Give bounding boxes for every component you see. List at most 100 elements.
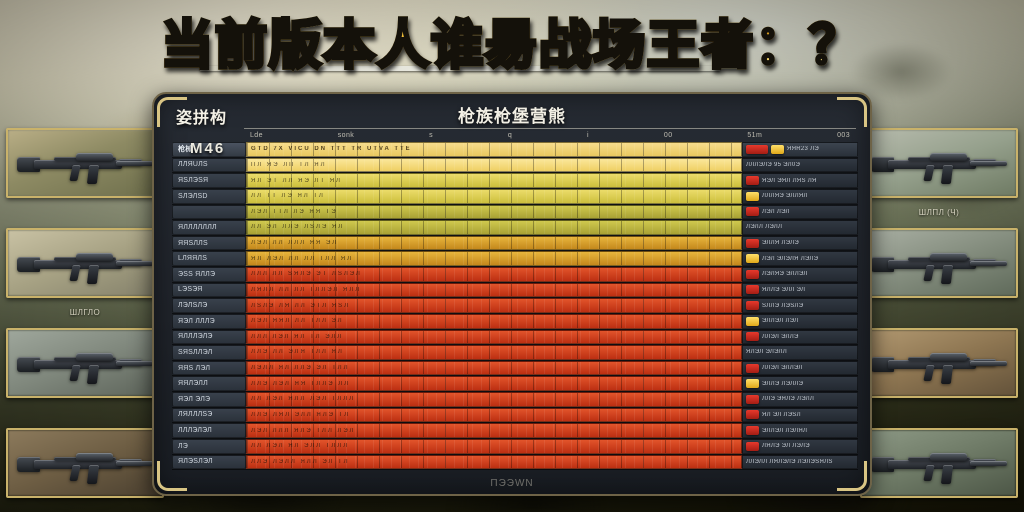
corner-bracket-top-left-icon [157,97,187,127]
weapon-thumbnail-right-2[interactable] [860,228,1018,298]
stat-bar-values: ЛЛ ЛЭЛ ЯЛЛ ЛЭЛ ТЛЛЛ [251,396,356,403]
row-weapon-name: ЯЭЛ ЛЛЛЭ [172,313,246,329]
status-badge-yel [746,254,759,264]
row-notes-cell: ЛЛЛЭЛЭ 95 ЭЛ0Э [742,157,858,173]
row-notes-text: ЭЛЛЭ ЛЭЛЛЭ [762,380,804,387]
axis-tick-5: 00 [663,132,673,139]
table-row[interactable]: ЛЯЛЛЛSЭ ЛЛЭ ЛЯЛ ЭЛЛ ЯЛЭ ТЛ ЯЛ ЭЛ ЛЭSЛ [172,407,858,424]
row-stat-bar: GTD 7X VICU DN TTT TR UTVA TTE [246,142,742,157]
status-badge-yel [746,379,759,389]
row-notes-cell: ЯЛЛЭ ЭЛЛ ЭЛ [742,282,858,298]
row-notes-cell: ЭЛЛЭЛ ЛЭЛ [742,313,858,329]
thumbnail-caption-right-4 [860,508,1018,512]
row-stat-bar: ЛЛЭ ЛЛ ЭЛЯ ТЛЛ ЯЛ [246,345,742,360]
row-notes-cell: ЛЭЛ ЛЭЛ [742,204,858,220]
table-row[interactable]: ЛЭ ЛЛ ЛЭЛ ЯЛ ЭЛЛ ТЛЛЛ ЛЯЛЭ ЭЛ ЛЭЛЭ [172,438,858,455]
table-row[interactable]: ЛЭЛSЛЭ ЛSЛЭ ЛЯ ЛЛ ЭТЛ ЯSЛ SЛЛЭ ЛЭSЛЭ [172,298,858,314]
axis-tick-7: 003 [837,132,850,139]
stat-bar-values: ЛЛЭ ЛЯЛ ЭЛЛ ЯЛЭ ТЛ [251,411,351,418]
table-row[interactable]: ЛЛЛЭЛЭЛ ЛЭЛ ЛЛЛ ЯЛЭ ТЛЛ ЛЭЛ ЭЛЛЭЛ ЛЭЛЯЛ [172,423,858,439]
row-weapon-name: 枪械 [172,142,246,157]
axis-tick-6: 51m [747,132,763,139]
weapon-silhouette-icon [868,143,1010,185]
status-badge-red [746,301,759,311]
stat-bar-values: ЛЭЛ ЛЛ ЛЛЛ ЯЯ ЭЛ [251,240,339,247]
table-row[interactable]: ЛЛЯUЛS ПЛ ЯЭ ЛП ТЛ ЯЛ ЛЛЛЭЛЭ 95 ЭЛ0Э [172,157,858,174]
status-badge-red [746,410,759,420]
status-badge-red [746,426,759,436]
weapon-thumbnail-right-3[interactable] [860,328,1018,398]
row-notes-cell: ЛЯЛЭ ЭЛ ЛЭЛЭ [742,438,858,454]
weapon-thumbnail-right-4[interactable] [860,428,1018,498]
stat-bar-values: ЛЛЛ ЛЛ SЯЛЭ ЭТ ЛSЛЭЛ [251,271,362,278]
row-stat-bar: ЛЛЭ ЛЭЛ ЯЯ ТЛЛЭ ЛЛ [246,376,742,391]
table-row[interactable]: ЭSS ЯЛЛЭ ЛЛЛ ЛЛ SЯЛЭ ЭТ ЛSЛЭЛ ЛЭЛЯЭ ЭЛЛЭЛ [172,267,858,283]
stat-bar-gridlines [247,424,741,437]
row-notes-cell: ЛЛЭЛ ЭЛЛЭЛ [742,360,858,376]
stat-bar-values: ЯЛ ЭТ ЛЛ ЯЭ ЛТ ЯЛ [251,177,342,184]
row-notes-text: SЛЛЭ ЛЭSЛЭ [762,302,804,309]
row-notes-text: ЛЭЛЛ ЛЭЛЛ [746,224,783,231]
left-weapon-thumbnail-strip: ШЛГЛО [6,128,164,512]
row-notes-text: ЛЭЛ ЭЛЭЛЯ ЛЭЛЭ [762,255,819,262]
table-row[interactable]: ЯЛЛЛЭЛЭ ЛЛЛ ЛЭЛ ЯЛ ТЛ ЭЛЛ ЛЛЭЛ ЭЛЛЭ [172,329,858,346]
row-weapon-name: ЛЭ [172,438,246,454]
row-stat-bar: ЛЛ ТТ ЛЭ ЯЛ ТЛ [246,188,742,204]
table-row[interactable]: ЯЯSЛЛS ЛЭЛ ЛЛ ЛЛЛ ЯЯ ЭЛ ЭЛЛЯ ЛЭЛЭ [172,235,858,252]
row-stat-bar: ЛЯЛЛ ЛЛ ЛЛ ТЛЛЭЛ ЯЛЛ [246,282,742,298]
row-weapon-name: ЯЭЛ ЭЛЭ [172,392,246,407]
weapon-thumbnail-left-2[interactable] [6,228,164,298]
row-notes-cell: ЛЛЛЯЭ ЭЛЛЯЛ [742,188,858,204]
weapon-thumbnail-left-4[interactable] [6,428,164,498]
stat-bar-values: ЛЛЭ ЛЭЛ ЯЯ ТЛЛЭ ЛЛ [251,380,351,387]
row-notes-cell: ЯЯR23 ЛЭ [742,142,858,157]
table-row[interactable]: ЯЭЛ ЛЛЛЭ ЛЭЛ ЯЯЛ ЛЛ ТЛЛ ЭЛ ЭЛЛЭЛ ЛЭЛ [172,313,858,330]
weapon-thumbnail-left-1[interactable] [6,128,164,198]
table-row[interactable]: ЯЛЛЛЛЛЛЛ ЛЛ ЭЛ ЛЛЭ ЛSЛЭ ЯЛ ЛЭЛЛ ЛЭЛЛ [172,220,858,236]
row-notes-cell: ЭЛЛЯ ЛЭЛЭ [742,235,858,251]
row-notes-text: ЭЛЛЯ ЛЭЛЭ [762,240,799,247]
row-weapon-name: SЛЭЛSD [172,188,246,204]
stat-bar-values: ЛSЛЭ ЛЯ ЛЛ ЭТЛ ЯSЛ [251,302,351,309]
chart-axis-scale: Lde sonk s q i 00 51m 003 [244,128,856,142]
table-row[interactable]: LЭSЭЯ ЛЯЛЛ ЛЛ ЛЛ ТЛЛЭЛ ЯЛЛ ЯЛЛЭ ЭЛЛ ЭЛ [172,282,858,299]
axis-tick-3: q [507,132,513,139]
row-notes-cell: ЯЛ ЭЛ ЛЭSЛ [742,407,858,423]
table-row[interactable]: ЛЭЛ ТТЛ ЛЭ ЯЯ ТЭ ЛЭЛ ЛЭЛ [172,204,858,221]
stat-bar-values: ЯЛ ЛЭЛ ЛЛ ЛЛ ТЛЛ ЯЛ [251,255,354,262]
row-stat-bar: ЛЭЛ ЛЛЛ ЯЛЭ ТЛЛ ЛЭЛ [246,423,742,438]
row-notes-text: ЛЭЛЯЭ ЭЛЛЭЛ [762,271,808,278]
table-row[interactable]: ЯЯS ЛЭЛ ЛЭЛЛ ЯЛ ЛЛЭ ЭЛ ТЛЛ ЛЛЭЛ ЭЛЛЭЛ [172,360,858,377]
table-row[interactable]: SЯSЛЛЭЛ ЛЛЭ ЛЛ ЭЛЯ ТЛЛ ЯЛ ЯЛЭЛ ЭЛЭЛЛ [172,345,858,361]
stat-bar-values: ЛЛЛ ЛЭЛ ЯЛ ТЛ ЭЛЛ [251,333,344,340]
row-stat-bar: ЛЛЛ ЛЛ SЯЛЭ ЭТ ЛSЛЭЛ [246,267,742,282]
row-weapon-name: ЯSЛЭSЯ [172,173,246,188]
row-weapon-name: ЯЯЛЭЛЛ [172,376,246,391]
thumbnail-caption-left-1 [6,208,164,218]
row-notes-cell: ЛЭЛЯЭ ЭЛЛЭЛ [742,267,858,282]
weapon-thumbnail-right-1[interactable] [860,128,1018,198]
row-notes-text: ЯЭЛ ЭЯЛ ЛЯS ЛЯ [762,177,817,184]
table-row[interactable]: ЯSЛЭSЯ ЯЛ ЭТ ЛЛ ЯЭ ЛТ ЯЛ ЯЭЛ ЭЯЛ ЛЯS ЛЯ [172,173,858,189]
stat-bar-values: ПЛ ЯЭ ЛП ТЛ ЯЛ [251,161,327,168]
table-row[interactable]: ЯЭЛ ЭЛЭ ЛЛ ЛЭЛ ЯЛЛ ЛЭЛ ТЛЛЛ ЛЛЭ ЭЯЛЭ ЛЭЛЛ [172,392,858,408]
row-weapon-name: ЛЭЛSЛЭ [172,298,246,313]
weapon-stats-table: 枪械 GTD 7X VICU DN TTT TR UTVA TTE ЯЯR23 ЛЭ… [172,142,858,471]
stat-bar-values: ЛЭЛ ТТЛ ЛЭ ЯЯ ТЭ [251,208,338,215]
table-row[interactable]: LЛЯЯЛS ЯЛ ЛЭЛ ЛЛ ЛЛ ТЛЛ ЯЛ ЛЭЛ ЭЛЭЛЯ ЛЭЛЭ [172,251,858,267]
weapon-thumbnail-left-3[interactable] [6,328,164,398]
table-row[interactable]: ЯЛЭSЛЭЛ ЛЛЭ ЛЭЛЛ ЯЛЛ ЭЛ ТЛ ЛЛЭЛЛ ЛЯЛЭЛЭ ЛЭ… [172,454,858,471]
stat-bar-values: ЛЭЛ ЯЯЛ ЛЛ ТЛЛ ЭЛ [251,318,344,325]
table-row[interactable]: SЛЭЛSD ЛЛ ТТ ЛЭ ЯЛ ТЛ ЛЛЛЯЭ ЭЛЛЯЛ [172,188,858,205]
row-notes-text: ЯЛ ЭЛ ЛЭSЛ [762,411,801,418]
row-weapon-name: ЯЯS ЛЭЛ [172,360,246,376]
stat-bar-values: ЛЛЭ ЛЛ ЭЛЯ ТЛЛ ЯЛ [251,349,344,356]
thumbnail-caption-left-3 [6,408,164,418]
row-stat-bar: ЛЛЭ ЛЭЛЛ ЯЛЛ ЭЛ ТЛ [246,454,742,470]
status-badge-red [746,394,759,404]
stat-bar-values: ЛЛ ТТ ЛЭ ЯЛ ТЛ [251,193,325,200]
status-badge-yel [771,144,784,154]
stat-bar-gridlines [247,221,741,234]
table-row[interactable]: ЯЯЛЭЛЛ ЛЛЭ ЛЭЛ ЯЯ ТЛЛЭ ЛЛ ЭЛЛЭ ЛЭЛЛЭ [172,376,858,392]
weapon-silhouette-icon [14,343,156,385]
